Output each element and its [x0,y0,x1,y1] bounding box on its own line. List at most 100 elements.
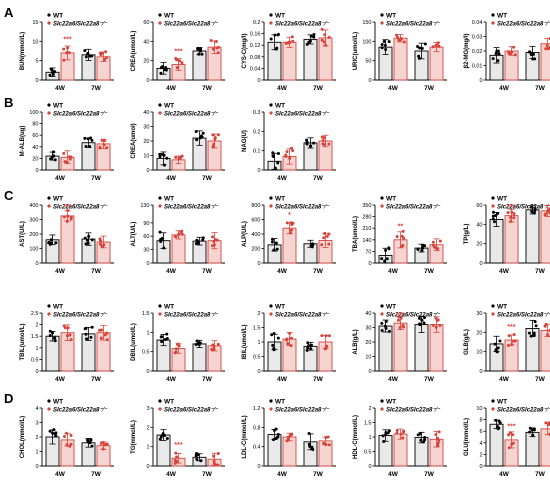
data-point [312,141,316,145]
y-tick-label: 100 [29,247,38,253]
data-point [546,47,550,51]
legend-label-ko: Slc22a6/Slc22a8⁻⁄⁻ [53,205,108,211]
y-tick-label: 150 [362,20,371,26]
legend-label-wt: WT [386,13,396,20]
legend-label-wt: WT [164,304,174,311]
data-point [284,154,288,158]
data-point [199,47,203,51]
y-tick-label: 1 [146,445,149,451]
data-point [87,234,91,238]
x-tick-label: 4W [388,268,399,275]
data-point [320,243,324,247]
y-tick-label: 15 [32,20,38,26]
data-point [65,431,69,435]
y-tick-label: 10 [476,406,482,412]
legend-marker-wt [47,399,51,403]
data-point [494,349,498,353]
data-point [276,433,280,437]
data-point [164,66,168,70]
legend-label-wt: WT [164,103,174,110]
significance-mark: *** [507,424,515,431]
x-tick-label: 4W [166,471,177,478]
legend-marker-ko [380,407,384,411]
data-point [53,432,57,436]
y-axis-label: DBIL(umol/L) [131,323,137,361]
data-point [213,137,217,141]
data-point [509,215,513,219]
chart-legend: WT Slc22a6/Slc22a8⁻⁄⁻ [269,13,330,28]
y-axis-label: GLB(g/L) [464,329,470,355]
data-point [163,338,167,342]
legend-marker-wt [380,196,384,200]
chart-13: WT Slc22a6/Slc22a8⁻⁄⁻ TP(g/L) 0 20 40 60 4W 7W **… [464,196,550,275]
legend-marker-ko [491,407,495,411]
legend-label-ko: Slc22a6/Slc22a8⁻⁄⁻ [275,22,330,28]
data-point [510,210,514,214]
legend-marker-wt [158,304,162,308]
data-point [387,40,391,44]
data-point [65,219,69,223]
data-point [51,150,55,154]
data-point [165,156,169,160]
data-point [510,343,514,347]
y-tick-label: 3 [146,406,149,412]
data-point [512,216,516,220]
x-tick-label: 7W [202,175,213,182]
x-tick-label: 4W [166,376,177,383]
data-point [510,50,514,54]
y-tick-label: 10 [476,350,482,356]
y-tick-label: 40 [143,110,149,116]
y-axis-label: M-ALB(ug) [20,126,26,157]
data-point [274,241,278,245]
y-tick-label: 0.3 [253,110,261,116]
data-point [493,220,497,224]
data-point [65,51,69,55]
data-point [327,142,331,146]
y-tick-label: 0.12 [250,43,261,49]
data-point [310,445,314,449]
chart-legend: WT Slc22a6/Slc22a8⁻⁄⁻ [269,399,330,414]
data-point [52,428,56,432]
y-tick-label: 0 [257,261,260,267]
y-axis-label: β2-MG(mg/l) [464,34,470,69]
y-tick-label: 0.5 [142,350,150,356]
y-tick-label: 0 [479,78,482,84]
data-point [493,342,497,346]
legend-marker-wt [380,399,384,403]
legend-label-ko: Slc22a6/Slc22a8⁻⁄⁻ [164,22,219,28]
y-tick-label: 30 [143,125,149,131]
data-point [321,142,325,146]
data-point [307,344,311,348]
legend-label-wt: WT [275,103,285,110]
data-point [309,34,313,38]
chart-legend: WT Slc22a6/Slc22a8⁻⁄⁻ [269,196,330,211]
bar-wt [303,38,318,81]
y-tick-label: 1.5 [364,421,372,427]
data-point [310,343,314,347]
data-point [431,240,435,244]
x-tick-label: 4W [55,376,66,383]
data-point [327,334,331,338]
data-point [285,221,289,225]
data-point [431,323,435,327]
data-point [210,244,214,248]
y-tick-label: 60 [143,20,149,26]
y-tick-label: 20 [476,242,482,248]
data-point [66,209,70,213]
data-point [289,231,293,235]
data-point [397,315,401,319]
data-point [434,316,438,320]
chart-legend: WT Slc22a6/Slc22a8⁻⁄⁻ [47,13,108,28]
y-tick-label: 20 [476,330,482,336]
data-point [320,38,324,42]
data-point [420,318,424,322]
data-point [104,442,108,446]
chart-legend: WT Slc22a6/Slc22a8⁻⁄⁻ [491,304,550,319]
data-point [271,151,275,155]
data-point [324,43,328,47]
y-tick-label: 1.5 [142,311,150,317]
legend-marker-wt [380,13,384,17]
chart-legend: WT Slc22a6/Slc22a8⁻⁄⁻ [491,196,550,211]
data-point [174,347,178,351]
data-point [274,436,278,440]
